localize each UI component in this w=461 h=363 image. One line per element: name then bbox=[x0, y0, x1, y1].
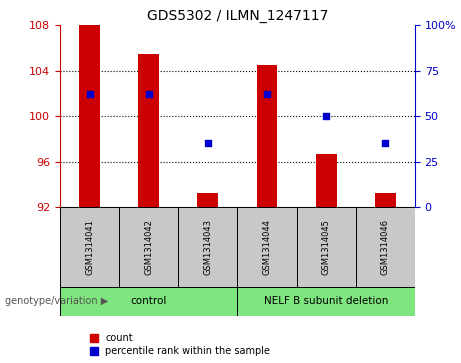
Point bbox=[382, 140, 389, 146]
Bar bbox=[237, 207, 296, 287]
Bar bbox=[375, 193, 396, 207]
Bar bbox=[296, 207, 356, 287]
Text: GSM1314041: GSM1314041 bbox=[85, 219, 94, 275]
Point bbox=[86, 91, 93, 97]
Bar bbox=[316, 154, 337, 207]
Bar bbox=[178, 207, 237, 287]
Bar bbox=[79, 25, 100, 207]
Bar bbox=[237, 287, 415, 316]
Bar bbox=[356, 207, 415, 287]
Bar bbox=[257, 65, 278, 207]
Title: GDS5302 / ILMN_1247117: GDS5302 / ILMN_1247117 bbox=[147, 9, 328, 23]
Text: GSM1314043: GSM1314043 bbox=[203, 219, 213, 275]
Point bbox=[263, 91, 271, 97]
Bar bbox=[119, 207, 178, 287]
Text: GSM1314044: GSM1314044 bbox=[262, 219, 272, 275]
Text: GSM1314045: GSM1314045 bbox=[322, 219, 331, 275]
Bar bbox=[60, 287, 237, 316]
Bar bbox=[138, 54, 159, 207]
Text: GSM1314042: GSM1314042 bbox=[144, 219, 153, 275]
Point bbox=[204, 140, 212, 146]
Point bbox=[322, 113, 330, 119]
Point bbox=[145, 91, 152, 97]
Text: control: control bbox=[130, 296, 167, 306]
Text: NELF B subunit deletion: NELF B subunit deletion bbox=[264, 296, 388, 306]
Legend: count, percentile rank within the sample: count, percentile rank within the sample bbox=[88, 331, 272, 358]
Bar bbox=[60, 207, 119, 287]
Text: GSM1314046: GSM1314046 bbox=[381, 219, 390, 275]
Bar bbox=[197, 193, 218, 207]
Text: genotype/variation ▶: genotype/variation ▶ bbox=[5, 296, 108, 306]
